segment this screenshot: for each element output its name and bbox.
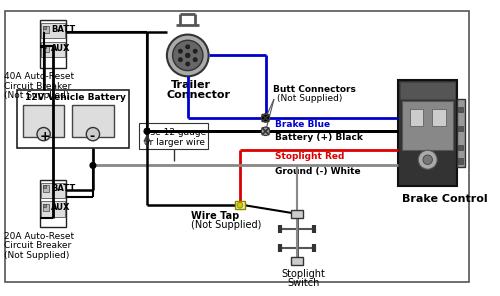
- Bar: [458, 144, 463, 150]
- Text: Butt Connectors: Butt Connectors: [273, 85, 356, 94]
- Circle shape: [237, 202, 243, 208]
- Bar: [40, 180, 66, 227]
- Text: (Not Supplied): (Not Supplied): [277, 94, 342, 103]
- Bar: [140, 123, 207, 149]
- Text: (Not Supplied): (Not Supplied): [4, 251, 69, 260]
- Bar: [398, 80, 457, 186]
- Circle shape: [193, 58, 197, 62]
- Text: Circuit Breaker: Circuit Breaker: [4, 82, 71, 91]
- Bar: [291, 210, 302, 218]
- Text: AUX: AUX: [51, 203, 70, 212]
- Bar: [42, 26, 50, 33]
- Text: (Not Supplied): (Not Supplied): [190, 221, 261, 230]
- Bar: [42, 185, 45, 188]
- Text: Brake Control: Brake Control: [402, 194, 488, 204]
- Text: Wire Tap: Wire Tap: [190, 211, 239, 221]
- Text: Ground (-) White: Ground (-) White: [275, 167, 360, 176]
- Bar: [235, 202, 244, 209]
- Bar: [41, 202, 66, 217]
- Bar: [42, 204, 45, 207]
- Bar: [42, 45, 45, 48]
- Circle shape: [37, 128, 51, 141]
- Text: Stoplight Red: Stoplight Red: [275, 152, 344, 161]
- Text: Connector: Connector: [167, 90, 231, 99]
- Text: Use 12 gauge: Use 12 gauge: [144, 128, 206, 137]
- Bar: [41, 42, 66, 57]
- Text: Battery (+) Black: Battery (+) Black: [275, 133, 363, 142]
- Text: (Not Supplied): (Not Supplied): [4, 91, 69, 100]
- Circle shape: [178, 58, 182, 62]
- Bar: [432, 109, 446, 126]
- Circle shape: [262, 127, 270, 136]
- Text: Stoplight: Stoplight: [282, 269, 326, 279]
- Circle shape: [186, 62, 190, 66]
- Text: Switch: Switch: [288, 278, 320, 288]
- Text: -: -: [89, 130, 94, 143]
- Text: Brake Blue: Brake Blue: [275, 120, 330, 129]
- Text: 12V Vehicle Battery: 12V Vehicle Battery: [24, 93, 126, 102]
- Circle shape: [186, 45, 190, 49]
- Text: AUX: AUX: [51, 44, 70, 53]
- Text: BATT: BATT: [51, 25, 76, 34]
- Circle shape: [262, 115, 268, 121]
- Bar: [291, 258, 302, 265]
- Bar: [410, 109, 423, 126]
- Bar: [42, 26, 45, 29]
- Text: BATT: BATT: [51, 184, 76, 193]
- Bar: [41, 23, 66, 38]
- Text: or larger wire: or larger wire: [144, 138, 205, 147]
- Circle shape: [167, 35, 208, 76]
- Text: Trailer: Trailer: [170, 80, 210, 90]
- Bar: [457, 99, 464, 167]
- Text: Circuit Breaker: Circuit Breaker: [4, 241, 71, 250]
- Bar: [17, 90, 129, 148]
- Circle shape: [86, 128, 100, 141]
- Text: 20A Auto-Reset: 20A Auto-Reset: [4, 232, 74, 241]
- Circle shape: [144, 128, 150, 134]
- Bar: [458, 126, 463, 131]
- Circle shape: [172, 40, 203, 71]
- Bar: [72, 105, 114, 137]
- Circle shape: [90, 163, 96, 168]
- Circle shape: [178, 49, 182, 53]
- Bar: [400, 82, 455, 99]
- Bar: [458, 158, 463, 163]
- Bar: [41, 183, 66, 198]
- Bar: [23, 105, 64, 137]
- Bar: [42, 45, 50, 52]
- Bar: [40, 20, 66, 68]
- Circle shape: [418, 150, 437, 169]
- Text: +: +: [40, 130, 50, 143]
- Circle shape: [262, 114, 270, 122]
- Circle shape: [193, 49, 197, 53]
- Circle shape: [423, 155, 432, 165]
- Bar: [458, 107, 463, 112]
- Circle shape: [186, 53, 190, 58]
- Text: 40A Auto-Reset: 40A Auto-Reset: [4, 73, 74, 81]
- Bar: [42, 204, 50, 211]
- Bar: [42, 185, 50, 192]
- Bar: [402, 101, 454, 150]
